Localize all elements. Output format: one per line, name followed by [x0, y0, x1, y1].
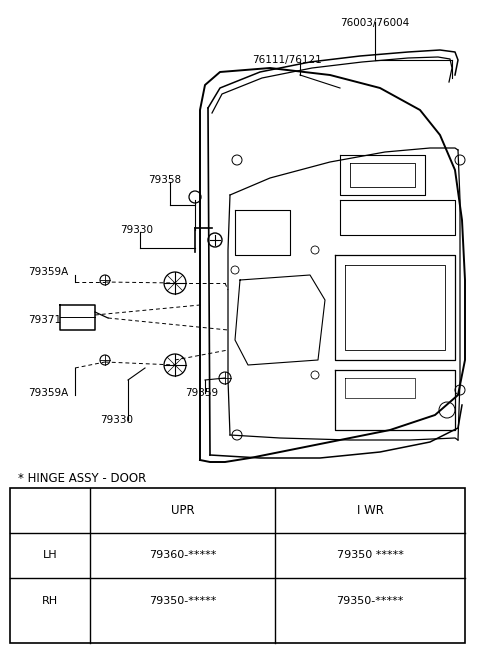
Text: 79358: 79358 [148, 175, 181, 185]
Text: 79350-*****: 79350-***** [149, 595, 216, 606]
Text: * HINGE ASSY - DOOR: * HINGE ASSY - DOOR [18, 472, 146, 485]
Text: RH: RH [42, 595, 58, 606]
Text: 79330: 79330 [100, 415, 133, 425]
Text: UPR: UPR [171, 504, 194, 517]
Text: 76111/76121: 76111/76121 [252, 55, 322, 65]
Text: I WR: I WR [357, 504, 384, 517]
Bar [10, 488, 465, 643]
Text: 79359A: 79359A [28, 388, 68, 398]
Text: LH: LH [43, 551, 57, 560]
Text: 79360-*****: 79360-***** [149, 551, 216, 560]
Text: 79371: 79371 [28, 315, 61, 325]
Text: 79359A: 79359A [28, 267, 68, 277]
Text: 79350-*****: 79350-***** [336, 595, 404, 606]
Text: 79359: 79359 [185, 388, 218, 398]
Text: 79350 *****: 79350 ***** [336, 551, 403, 560]
Text: 76003/76004: 76003/76004 [340, 18, 409, 28]
Text: 79330: 79330 [120, 225, 153, 235]
